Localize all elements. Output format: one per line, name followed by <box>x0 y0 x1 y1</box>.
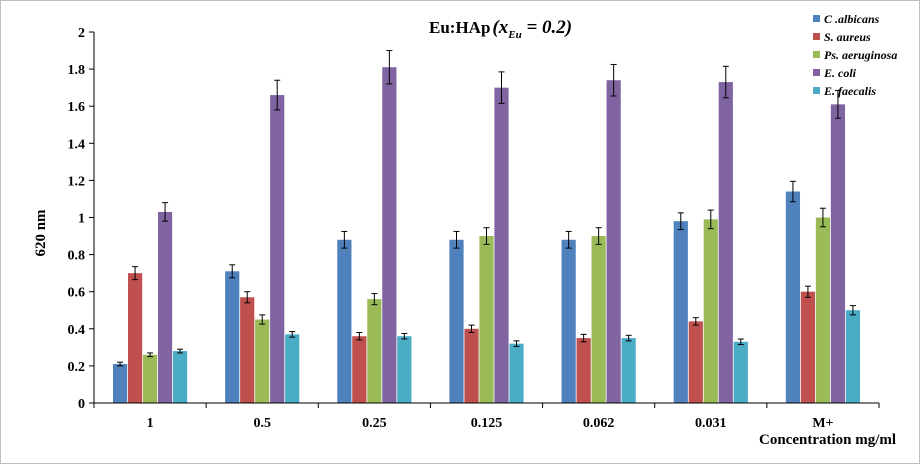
x-axis-title: Concentration mg/ml <box>759 432 896 448</box>
bar <box>688 321 703 403</box>
y-axis-title: 620 nm <box>33 209 49 257</box>
legend-label: C .albicans <box>824 12 880 26</box>
bar <box>509 343 524 403</box>
legend-label: E. faecalis <box>823 84 876 98</box>
y-tick-label: 0.4 <box>68 323 86 338</box>
y-tick-label: 2 <box>78 26 85 41</box>
legend-swatch <box>813 51 820 58</box>
bar <box>352 336 367 403</box>
x-tick-label: 0.5 <box>253 416 271 431</box>
bar <box>718 82 733 404</box>
legend: C .albicans S. aureus Ps. aeruginosa E. col… <box>813 12 897 98</box>
y-tick-label: 1.2 <box>68 174 86 189</box>
y-tick-label: 1 <box>78 212 85 227</box>
legend-swatch <box>813 69 820 76</box>
y-tick-label: 1.6 <box>68 100 86 115</box>
legend-label: S. aureus <box>824 30 871 44</box>
legend-swatch <box>813 15 820 22</box>
bars-layer <box>112 50 861 404</box>
bar <box>270 95 285 403</box>
x-tick-label: 1 <box>147 416 154 431</box>
bar <box>255 319 270 403</box>
x-tick-label: 0.125 <box>471 416 503 431</box>
legend-swatch <box>813 87 820 94</box>
x-tick-label: 0.062 <box>583 416 615 431</box>
bar <box>621 338 636 403</box>
bar <box>337 239 352 403</box>
bar <box>172 351 188 403</box>
legend-label: Ps. aeruginosa <box>824 48 897 62</box>
bar <box>449 239 464 403</box>
y-tick-label: 0.6 <box>68 286 86 301</box>
x-tick-label: M+ <box>812 416 833 431</box>
bar <box>464 328 479 403</box>
bar <box>830 104 846 403</box>
bar <box>733 341 748 403</box>
legend-label: E. coli <box>823 66 857 80</box>
bar <box>142 354 158 403</box>
bar <box>576 338 591 403</box>
bar <box>382 67 397 404</box>
chart-title: Eu:HAp (xEu = 0.2) <box>429 17 572 41</box>
bar <box>561 239 576 403</box>
bar <box>112 364 128 403</box>
bar <box>800 291 816 403</box>
bar <box>606 80 621 403</box>
bar <box>127 273 143 403</box>
bar <box>703 219 718 403</box>
x-tick-label: 0.031 <box>695 416 727 431</box>
bar <box>591 236 606 403</box>
legend-swatch <box>813 33 820 40</box>
bar <box>673 221 688 403</box>
x-tick-label: 0.25 <box>362 416 387 431</box>
y-tick-label: 0.2 <box>68 360 86 375</box>
bar <box>285 334 300 403</box>
y-tick-label: 0.8 <box>68 249 86 264</box>
bar <box>225 271 240 403</box>
bar <box>157 211 173 403</box>
bar <box>815 217 831 403</box>
y-tick-label: 1.4 <box>68 137 86 152</box>
bar <box>367 299 382 403</box>
bar <box>397 336 412 403</box>
axes-layer: 0 0.2 0.4 0.6 0.8 1 1.2 1.4 1.6 1.8 2 1 0.5 0.25 0.125… <box>68 26 880 431</box>
bar <box>494 87 509 404</box>
y-tick-label: 1.8 <box>68 63 86 78</box>
bar <box>845 310 861 403</box>
y-tick-label: 0 <box>78 397 85 412</box>
bar <box>479 236 494 403</box>
bar <box>785 191 801 403</box>
bar <box>240 297 255 403</box>
